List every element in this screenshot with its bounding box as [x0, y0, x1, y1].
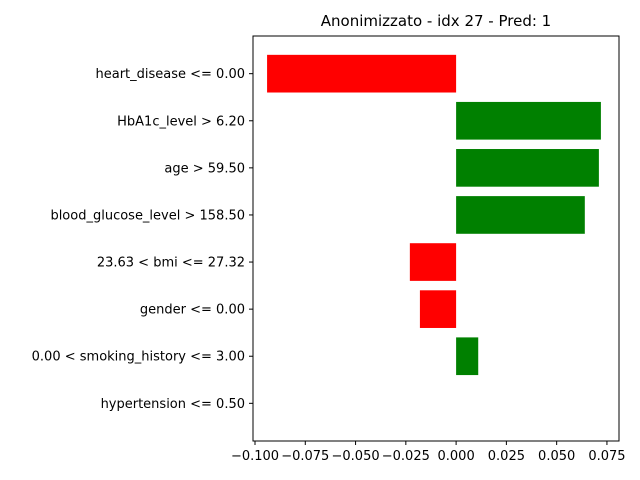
y-tick-label-5: gender <= 0.00 [140, 303, 245, 318]
bar-5 [419, 290, 457, 328]
x-tick-label-7: 0.075 [588, 449, 625, 464]
bar-0 [267, 54, 457, 93]
plot-frame [252, 35, 620, 442]
y-tick-label-1: HbA1c_level > 6.20 [117, 114, 245, 129]
bar-3 [456, 196, 585, 234]
x-tick-label-6: 0.050 [538, 449, 575, 464]
x-tick-label-2: −0.050 [332, 449, 380, 464]
bar-6 [456, 337, 479, 376]
bars-group [267, 54, 601, 376]
x-axis-ticks: −0.100 −0.075 −0.050 −0.025 0.000 0.025 0.050 0… [231, 441, 626, 464]
chart-title: Anonimizzato - idx 27 - Pred: 1 [321, 12, 551, 30]
x-tick-label-0: −0.100 [231, 449, 279, 464]
y-tick-label-6: 0.00 < smoking_history <= 3.00 [32, 350, 245, 365]
x-tick-label-3: −0.025 [382, 449, 430, 464]
bar-1 [456, 101, 601, 140]
y-tick-label-4: 23.63 < bmi <= 27.32 [97, 256, 245, 271]
x-tick-label-4: 0.000 [438, 449, 475, 464]
bar-4 [409, 243, 457, 281]
y-tick-label-3: blood_glucose_level > 158.50 [50, 208, 245, 223]
x-tick-label-1: −0.075 [281, 449, 329, 464]
bar-2 [456, 149, 599, 187]
x-tick-label-5: 0.025 [488, 449, 525, 464]
y-tick-label-7: hypertension <= 0.50 [101, 397, 245, 412]
y-axis-ticks: heart_disease <= 0.00 HbA1c_level > 6.20 a… [32, 67, 253, 412]
y-tick-label-0: heart_disease <= 0.00 [95, 67, 245, 82]
y-tick-label-2: age > 59.50 [164, 161, 245, 176]
